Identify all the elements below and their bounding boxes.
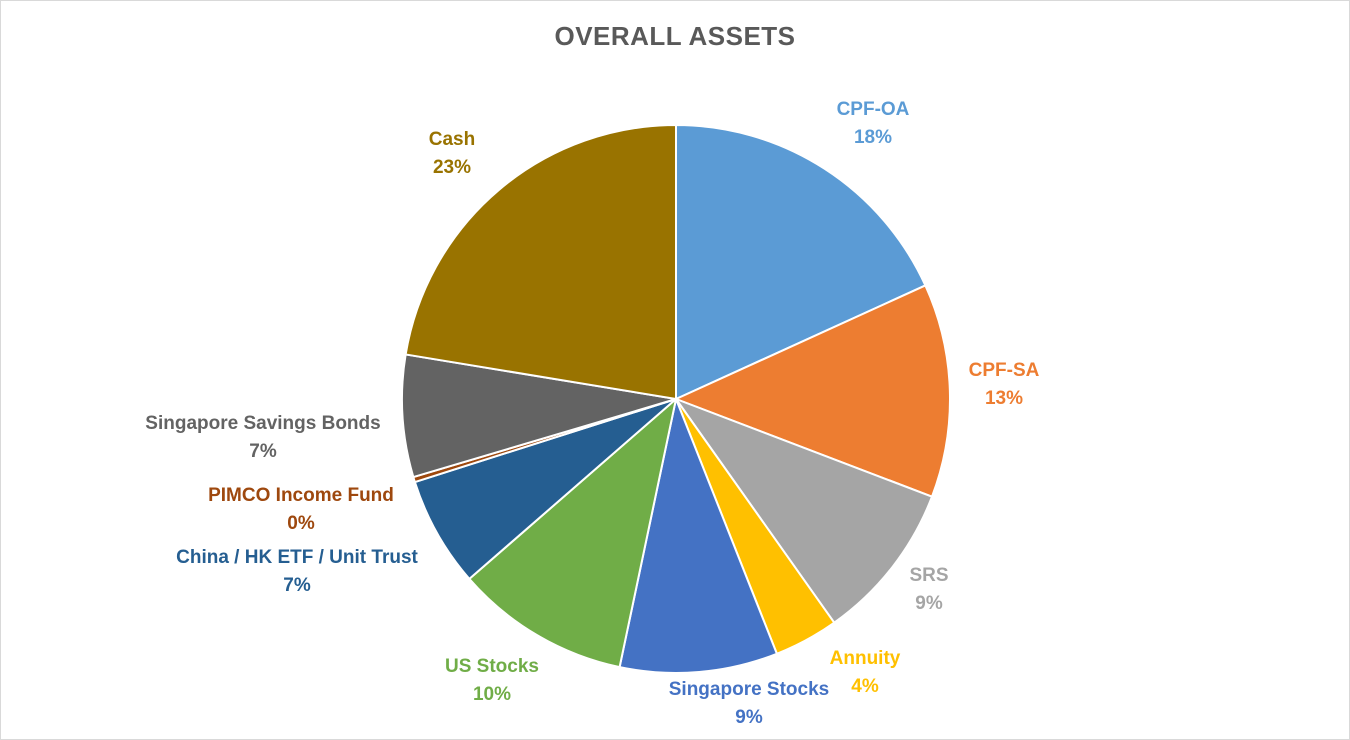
data-label: CPF-OA 18% [837,99,910,148]
data-label-percent: 0% [287,513,315,534]
data-label-percent: 23% [433,157,471,178]
pie-slice-us-stocks [468,398,677,669]
pie-slice-cash [404,124,677,400]
data-label: Annuity 4% [830,648,901,697]
data-label: SRS 9% [909,565,948,614]
data-label-percent: 4% [851,676,879,697]
data-label-name: Singapore Savings Bonds [145,413,380,434]
pie-slice-singapore-stocks [618,398,778,674]
data-label: Singapore Stocks 9% [669,679,830,728]
data-label: CPF-SA 13% [969,360,1040,409]
data-label-name: CPF-OA [837,99,910,120]
data-label-percent: 7% [249,441,277,462]
data-label-percent: 9% [915,593,943,614]
data-label-percent: 13% [985,388,1023,409]
data-label: Cash 23% [429,129,475,178]
data-label-name: Singapore Stocks [669,679,830,700]
pie-slice-cpf-oa [675,124,927,400]
data-label-percent: 10% [473,684,511,705]
pie-slices [401,124,951,674]
data-label-name: PIMCO Income Fund [208,485,394,506]
pie-labels: CPF-OA 18% CPF-SA 13% SRS 9% Annuity 4% Singapor… [145,99,1039,728]
chart-title: OVERALL ASSETS [554,21,796,51]
data-label: US Stocks 10% [445,656,539,705]
data-label-name: CPF-SA [969,360,1040,381]
data-label-name: Annuity [830,648,901,669]
pie-slice-china-hk-etf-unit-trust [413,398,677,580]
data-label-percent: 9% [735,707,763,728]
data-label-name: SRS [909,565,948,586]
data-label-name: US Stocks [445,656,539,677]
data-label: Singapore Savings Bonds 7% [145,413,380,462]
pie-slice-singapore-savings-bonds [401,353,677,479]
data-label-percent: 7% [283,575,311,596]
data-label: PIMCO Income Fund 0% [208,485,394,534]
pie-slice-srs [675,398,934,624]
data-label-name: China / HK ETF / Unit Trust [176,547,418,568]
data-label: China / HK ETF / Unit Trust 7% [176,547,418,596]
data-label-percent: 18% [854,127,892,148]
data-label-name: Cash [429,129,475,150]
pie-slice-cpf-sa [675,284,951,498]
